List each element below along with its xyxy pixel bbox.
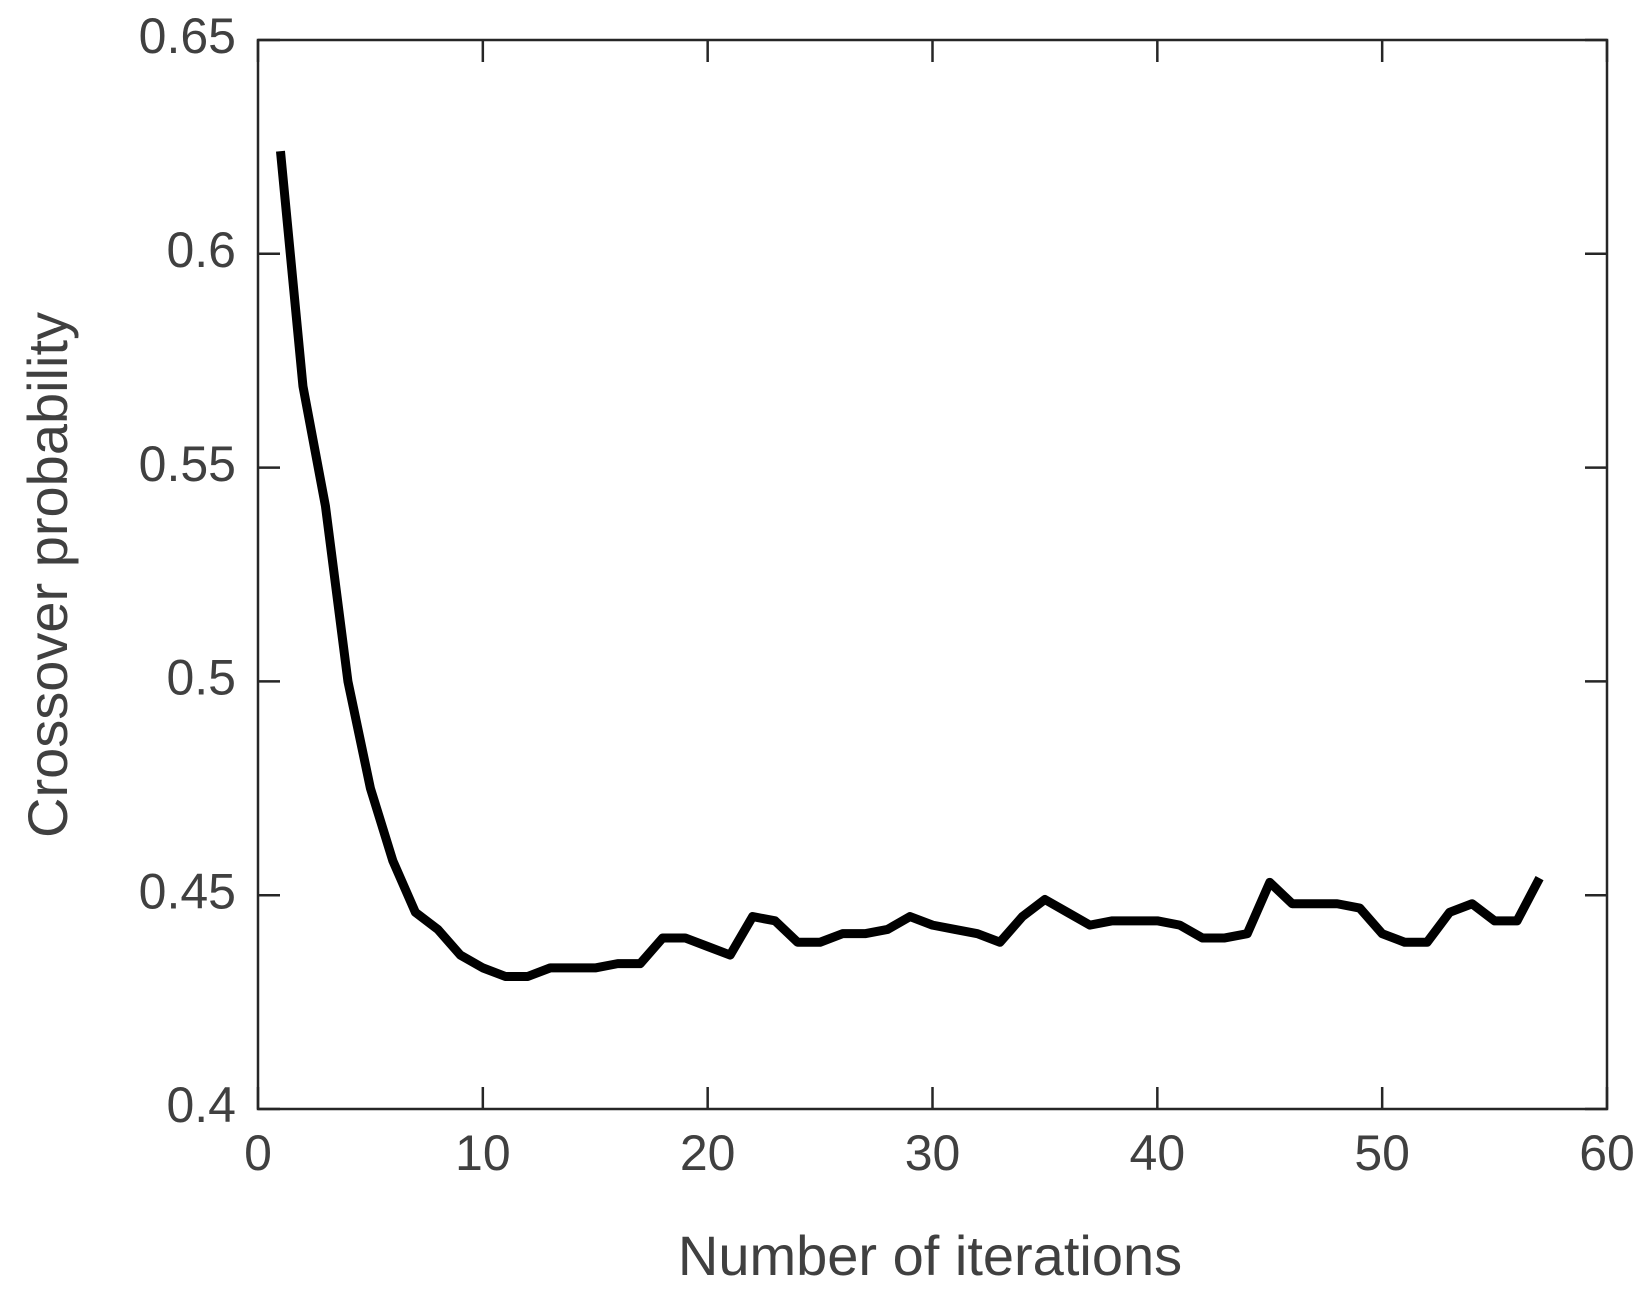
x-tick-label: 20 — [680, 1125, 736, 1181]
y-tick-label: 0.5 — [166, 650, 236, 706]
x-tick-label: 30 — [905, 1125, 961, 1181]
y-tick-label: 0.65 — [139, 8, 236, 64]
y-tick-label: 0.55 — [139, 436, 236, 492]
y-tick-label: 0.4 — [166, 1077, 236, 1133]
y-tick-label: 0.45 — [139, 863, 236, 919]
x-tick-label: 0 — [244, 1125, 272, 1181]
data-line — [276, 150, 1544, 981]
x-axis-label: Number of iterations — [678, 1224, 1182, 1287]
x-tick-label: 40 — [1130, 1125, 1186, 1181]
x-tick-label: 10 — [455, 1125, 511, 1181]
x-tick-label: 50 — [1354, 1125, 1410, 1181]
y-tick-label: 0.6 — [166, 222, 236, 278]
x-tick-label: 60 — [1579, 1125, 1635, 1181]
y-axis-label: Crossover probability — [16, 312, 79, 838]
